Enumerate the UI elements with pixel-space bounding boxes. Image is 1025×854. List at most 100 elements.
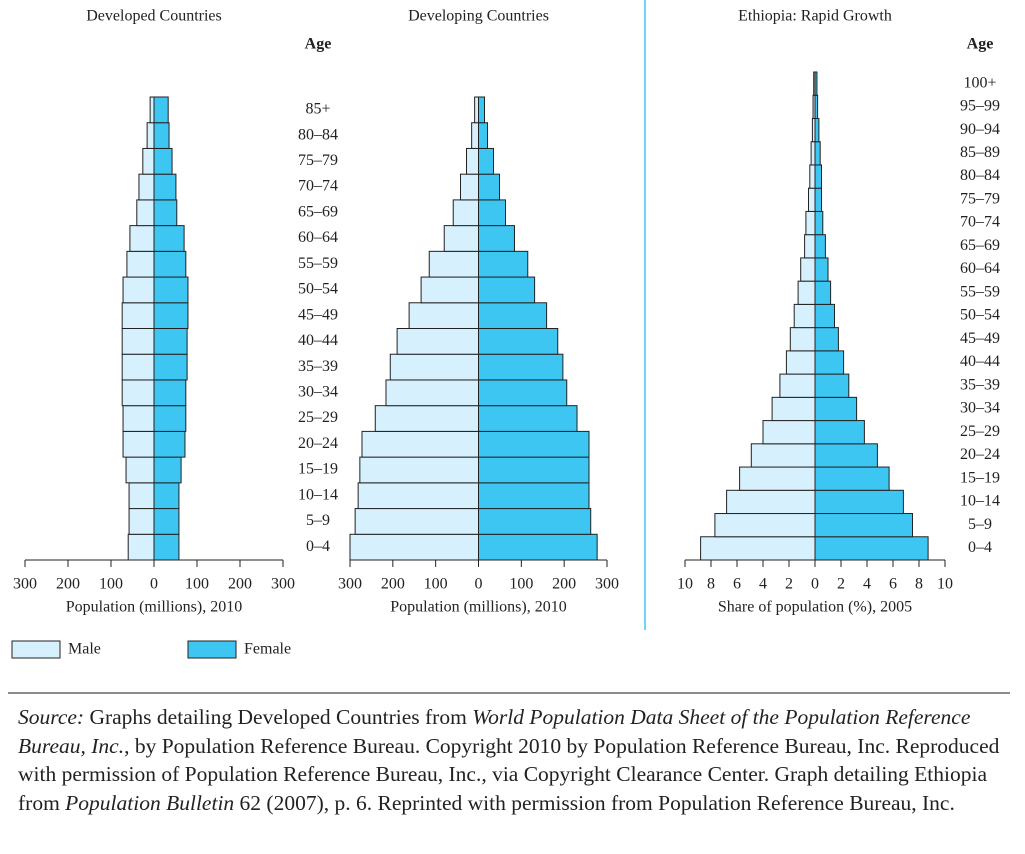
bar <box>153 405 187 432</box>
y-tick-label: 40–44 <box>960 353 1000 370</box>
bar <box>153 276 189 304</box>
x-tick-label: 300 <box>595 576 619 593</box>
bar <box>153 302 189 329</box>
x-tick-label: 6 <box>889 576 897 593</box>
x-tick-label: 300 <box>338 576 362 593</box>
bar <box>138 173 155 201</box>
bar <box>814 187 822 212</box>
bar <box>408 302 479 329</box>
y-tick-label: 20–24 <box>960 446 1000 463</box>
x-tick-label: 200 <box>56 576 80 593</box>
bar <box>797 280 816 305</box>
bar <box>771 396 816 422</box>
y-tick-label: 20–24 <box>298 435 338 452</box>
y-tick-label: 95–99 <box>960 98 1000 115</box>
bar <box>478 430 590 458</box>
source-text: 62 (2007), p. 6. Reprinted with permissi… <box>234 790 955 815</box>
y-tick-label: 5–9 <box>968 516 992 533</box>
bar <box>814 396 858 422</box>
bar <box>443 225 480 252</box>
bar <box>428 250 480 278</box>
bar <box>814 373 850 398</box>
bar <box>478 225 515 252</box>
source-label: Source: <box>18 705 85 729</box>
x-tick-label: 0 <box>150 576 158 593</box>
legend-label: Female <box>244 641 291 658</box>
bar <box>739 466 816 491</box>
y-tick-label: 25–29 <box>298 409 338 426</box>
bar <box>750 443 816 468</box>
x-tick-label: 100 <box>185 576 209 593</box>
y-tick-label: 50–54 <box>298 281 338 298</box>
y-tick-label: 75–79 <box>960 190 1000 207</box>
x-tick-label: 200 <box>381 576 405 593</box>
bar <box>805 210 816 236</box>
y-tick-label: 70–74 <box>298 178 338 195</box>
bar <box>793 303 816 329</box>
bar <box>121 379 155 407</box>
bar <box>478 405 578 432</box>
x-tick-label: 200 <box>552 576 576 593</box>
bar <box>466 147 479 175</box>
bar <box>809 164 816 189</box>
bar <box>129 225 155 252</box>
bar <box>478 147 494 175</box>
y-tick-label: 45–49 <box>960 330 1000 347</box>
x-axis-label: Population (millions), 2010 <box>390 599 566 616</box>
bar <box>478 276 536 304</box>
source-text: World Population Data Sheet of the Popul… <box>18 705 971 758</box>
y-tick-label: 65–69 <box>298 203 338 220</box>
bar <box>153 430 186 458</box>
bar <box>714 513 816 538</box>
legend-swatch <box>187 640 237 659</box>
x-tick-label: 2 <box>837 576 845 593</box>
bar <box>478 353 564 381</box>
y-tick-label: 85–89 <box>960 144 1000 161</box>
bar <box>814 117 820 143</box>
bar <box>121 353 155 381</box>
x-tick-label: 4 <box>863 576 871 593</box>
bar <box>452 199 479 227</box>
y-tick-label: 15–19 <box>298 461 338 478</box>
x-tick-label: 10 <box>937 576 953 593</box>
bar <box>122 430 155 458</box>
bar <box>125 456 155 484</box>
bar <box>478 250 529 278</box>
bar <box>814 489 904 515</box>
bar <box>478 96 485 124</box>
y-tick-label: 15–19 <box>960 469 1000 486</box>
x-tick-label: 6 <box>733 576 741 593</box>
bar <box>127 533 155 561</box>
bar <box>478 482 590 510</box>
bar <box>142 147 155 175</box>
bar <box>149 96 155 124</box>
y-tick-label: 0–4 <box>306 538 330 555</box>
bar <box>814 350 845 375</box>
legend-swatch <box>11 640 61 659</box>
bar <box>385 379 480 407</box>
bar <box>153 250 187 278</box>
bar <box>122 405 155 432</box>
bar <box>146 122 155 149</box>
y-tick-label: 70–74 <box>960 214 1000 231</box>
y-tick-label: 35–39 <box>960 376 1000 393</box>
y-axis-label: Age <box>967 36 994 53</box>
source-text: , by Population Reference Bureau. Copyri… <box>18 733 1000 815</box>
bar <box>814 513 913 538</box>
bar <box>121 302 155 329</box>
bar <box>153 328 188 355</box>
bar <box>814 141 821 166</box>
bar <box>478 199 506 227</box>
bar <box>814 94 819 119</box>
bar <box>814 71 818 96</box>
x-tick-label: 100 <box>509 576 533 593</box>
bar <box>814 466 890 491</box>
chart-title: Developing Countries <box>408 8 549 25</box>
source-note: Source: Graphs detailing Developed Count… <box>18 703 1003 817</box>
legend-label: Male <box>68 641 101 658</box>
y-tick-label: 30–34 <box>960 400 1000 417</box>
bar <box>354 508 480 535</box>
x-tick-label: 100 <box>99 576 123 593</box>
y-tick-label: 25–29 <box>960 423 1000 440</box>
